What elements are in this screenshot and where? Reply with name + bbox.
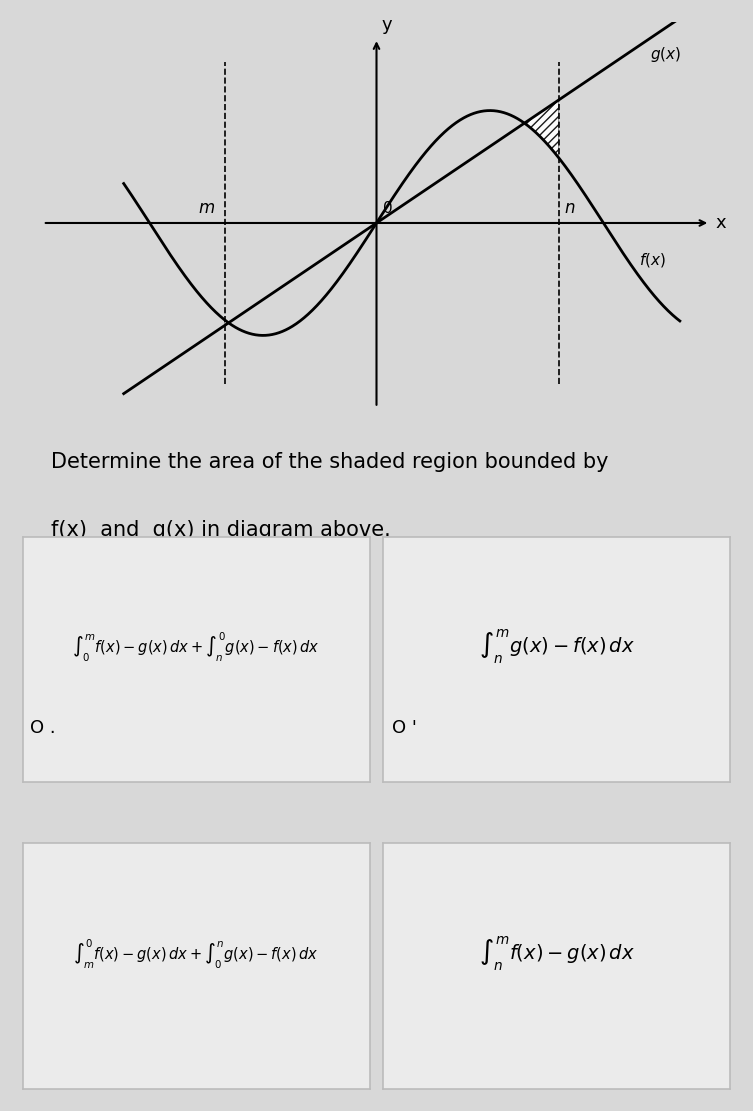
Text: $g(x)$: $g(x)$ bbox=[650, 44, 681, 63]
Text: f(x)  and  g(x) in diagram above.: f(x) and g(x) in diagram above. bbox=[51, 520, 391, 540]
Text: $\int_{n}^{m} g(x)-f(x)\,dx$: $\int_{n}^{m} g(x)-f(x)\,dx$ bbox=[479, 628, 635, 667]
Text: O .: O . bbox=[30, 719, 56, 737]
Text: y: y bbox=[382, 17, 392, 34]
Text: $0$: $0$ bbox=[382, 200, 392, 217]
Text: Determine the area of the shaded region bounded by: Determine the area of the shaded region … bbox=[51, 452, 608, 472]
Text: x: x bbox=[715, 214, 726, 232]
Text: $f(x)$: $f(x)$ bbox=[639, 251, 666, 269]
Text: $\int_{0}^{m} f(x)-g(x)\,dx + \int_{n}^{0} g(x)-f(x)\,dx$: $\int_{0}^{m} f(x)-g(x)\,dx + \int_{n}^{… bbox=[72, 630, 320, 663]
Text: $m$: $m$ bbox=[197, 199, 215, 218]
Text: $\int_{n}^{m} f(x)-g(x)\,dx$: $\int_{n}^{m} f(x)-g(x)\,dx$ bbox=[479, 934, 635, 973]
Text: O ': O ' bbox=[392, 719, 416, 737]
Text: $n$: $n$ bbox=[563, 199, 575, 218]
Text: $\int_{m}^{0} f(x)-g(x)\,dx + \int_{0}^{n} g(x)-f(x)\,dx$: $\int_{m}^{0} f(x)-g(x)\,dx + \int_{0}^{… bbox=[73, 937, 319, 971]
